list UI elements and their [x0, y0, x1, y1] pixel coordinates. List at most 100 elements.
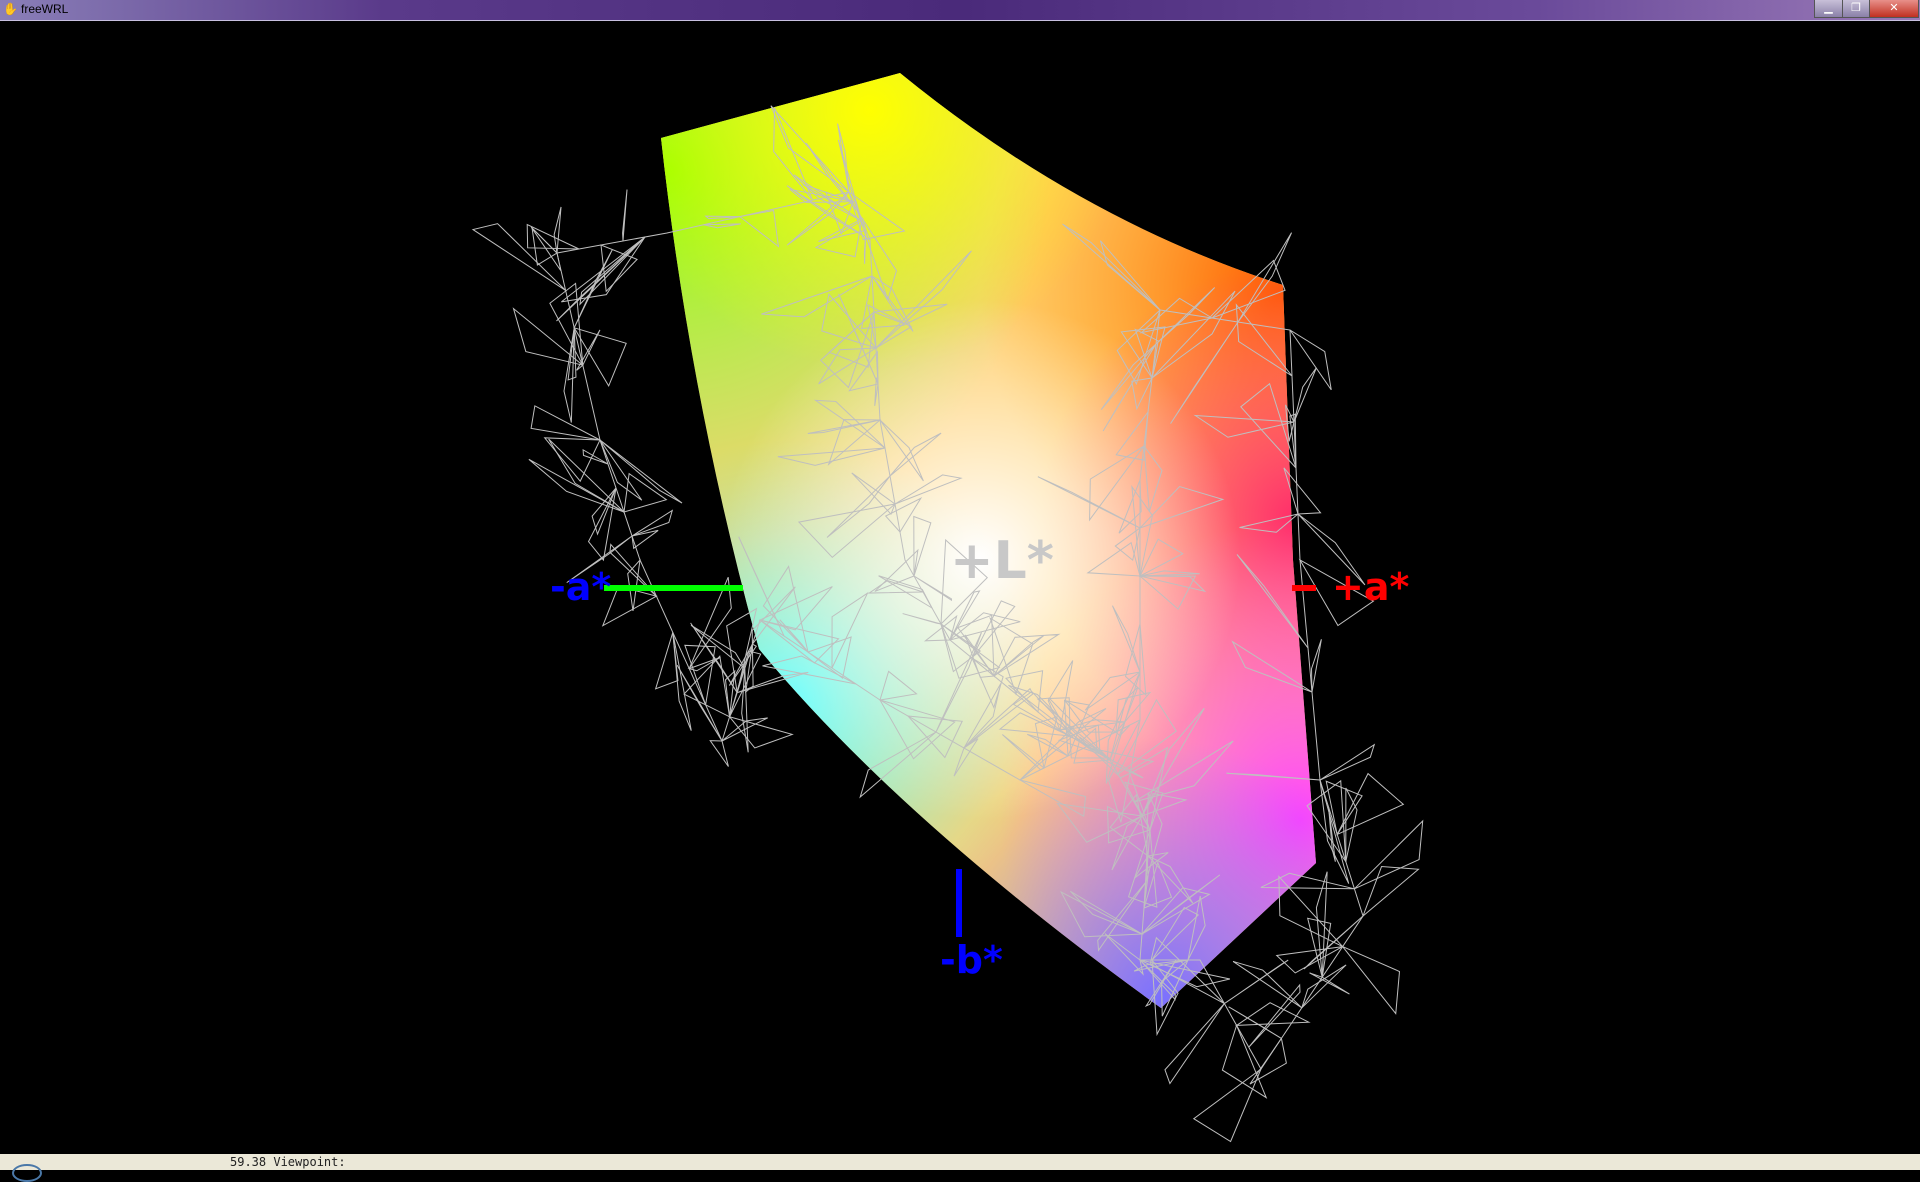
wireframe-triangle: [1127, 829, 1158, 908]
minimize-button[interactable]: ▁: [1814, 0, 1843, 18]
wireframe-triangle: [543, 437, 601, 483]
wireframe-triangle: [1062, 223, 1161, 311]
wireframe-triangle: [851, 472, 896, 515]
wireframe-triangle: [1131, 377, 1153, 411]
wireframe-triangle: [1248, 983, 1301, 1048]
wireframe-triangle: [587, 487, 617, 562]
wireframe-triangle: [1240, 382, 1297, 469]
wireframe-triangle: [1102, 343, 1157, 432]
wireframe-triangle: [867, 580, 924, 594]
wireframe-triangle: [884, 497, 923, 533]
wireframe-triangle: [889, 432, 942, 477]
wireframe-triangle: [786, 185, 871, 241]
wireframe-triangle: [1234, 1002, 1311, 1026]
status-bar: 59.38 Viewpoint:: [0, 1154, 1920, 1182]
wireframe-triangle: [1118, 479, 1142, 534]
wireframe-triangle: [1155, 287, 1216, 345]
wireframe-triangle: [573, 326, 627, 388]
wireframe-triangle: [1086, 541, 1141, 577]
wireframe-triangle: [878, 699, 956, 760]
wireframe-triangle: [1319, 743, 1376, 781]
wireframe-triangle: [838, 293, 879, 385]
wireframe-triangle: [684, 644, 716, 705]
wireframe-triangle: [762, 565, 809, 654]
minus-a-label: -a*: [550, 565, 611, 609]
wireframe-triangle: [867, 304, 913, 349]
wireframe-triangle: [949, 590, 981, 641]
wireframe-triangle: [831, 591, 869, 669]
wireframe-triangle: [1097, 881, 1147, 952]
wireframe-triangle: [1139, 570, 1200, 577]
wireframe-triangle: [1134, 328, 1159, 379]
wireframe-triangle: [728, 715, 794, 749]
wireframe-triangle: [741, 668, 749, 753]
wireframe-triangle: [1116, 309, 1161, 386]
close-button[interactable]: ✕: [1869, 0, 1919, 18]
wireframe-triangle: [567, 327, 577, 381]
maximize-button[interactable]: ❐: [1842, 0, 1870, 18]
wireframe-triangle: [1345, 787, 1358, 862]
wireframe-triangle: [622, 189, 628, 242]
wireframe-triangle: [963, 683, 1002, 749]
wireframe-triangle: [1278, 875, 1343, 948]
restore-icon: ❐: [1851, 1, 1861, 14]
wireframe-triangle: [530, 405, 601, 441]
wireframe-triangle: [1170, 321, 1239, 424]
wireframe-triangle: [906, 715, 963, 759]
wireframe-triangle: [703, 223, 741, 229]
wireframe-triangle: [773, 107, 814, 201]
wireframe-triangle: [1311, 639, 1322, 693]
wireframe-gamut: [471, 105, 1424, 1143]
wireframe-triangle: [957, 614, 995, 678]
wireframe-triangle: [676, 665, 723, 742]
wireframe-triangle: [591, 487, 617, 536]
wireframe-triangle: [762, 655, 857, 685]
wireframe-triangle: [761, 275, 873, 318]
wireframe-triangle: [1239, 513, 1299, 533]
wireframe-triangle: [1120, 326, 1166, 380]
gamut-scene: -a* +a* -b* +L*: [471, 73, 1424, 1143]
wireframe-triangle: [1249, 1037, 1287, 1085]
wireframe-triangle: [818, 347, 878, 385]
wireframe-triangle: [1105, 671, 1141, 784]
wireframe-triangle: [566, 535, 633, 584]
wireframe-triangle: [1019, 708, 1107, 781]
wireframe-triangle: [1139, 485, 1225, 529]
window-title: freeWRL: [21, 2, 69, 16]
wireframe-triangle: [1336, 772, 1405, 836]
wireframe-triangle: [993, 633, 1061, 677]
wireframe-triangle: [777, 447, 886, 466]
wireframe-triangle: [1293, 367, 1317, 423]
wireframe-triangle: [879, 670, 918, 701]
wireframe-triangle: [609, 543, 657, 597]
wireframe-triangle: [471, 223, 566, 291]
wireframe-triangle: [797, 503, 897, 559]
wireframe-triangle: [874, 377, 879, 406]
wireframe-triangle: [599, 439, 643, 501]
wireframe-triangle: [949, 612, 1021, 641]
minus-b-label: -b*: [940, 938, 1003, 982]
wireframe-triangle: [600, 244, 638, 293]
wireframe-triangle: [1141, 887, 1211, 935]
wireframe-triangle: [1070, 890, 1143, 935]
wireframe-triangle: [940, 538, 989, 626]
wireframe-triangle: [1151, 290, 1236, 379]
wireframe-triangle: [913, 575, 952, 602]
wireframe-triangle: [1232, 960, 1303, 1009]
wireframe-triangle: [738, 536, 785, 637]
wireframe-triangle: [1149, 936, 1225, 1005]
plus-l-label: +L*: [950, 531, 1054, 591]
wireframe-triangle: [548, 438, 625, 513]
wireframe-triangle: [1026, 733, 1069, 757]
3d-viewport[interactable]: -a* +a* -b* +L*: [0, 21, 1920, 1154]
wireframe-triangle: [1034, 716, 1058, 769]
wireframe-triangle: [1112, 605, 1141, 673]
wireframe-triangle: [856, 210, 898, 302]
wireframe-triangle: [806, 636, 852, 680]
wireframe-triangle: [687, 656, 721, 672]
minimize-icon: ▁: [1824, 1, 1833, 14]
wireframe-triangle: [874, 548, 919, 592]
wireframe-triangle: [971, 600, 1016, 659]
wireframe-triangle: [1143, 855, 1149, 909]
wireframe-triangle: [828, 310, 875, 368]
